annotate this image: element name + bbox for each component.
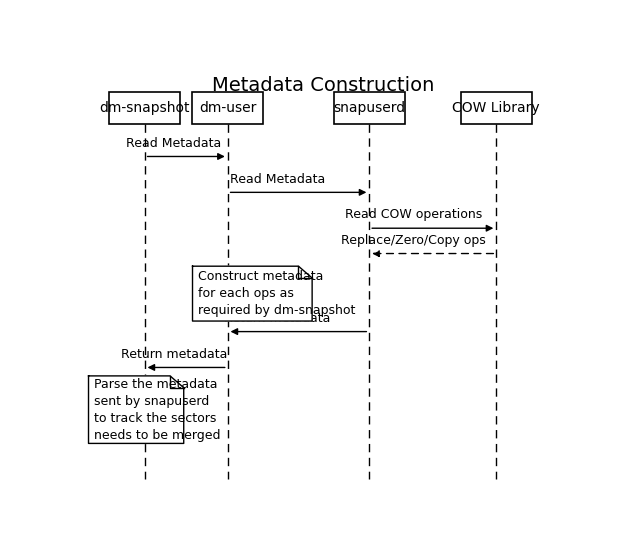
Text: Read Metadata: Read Metadata <box>229 173 325 186</box>
Text: Return metadata: Return metadata <box>224 312 330 325</box>
Text: Parse the metadata
sent by snapuserd
to track the sectors
needs to be merged: Parse the metadata sent by snapuserd to … <box>94 378 221 442</box>
FancyBboxPatch shape <box>109 92 180 124</box>
Text: Metadata Construction: Metadata Construction <box>212 76 434 95</box>
Text: dm-snapshot: dm-snapshot <box>100 101 190 115</box>
Text: Return metadata: Return metadata <box>120 348 227 361</box>
Text: Read Metadata: Read Metadata <box>126 137 221 150</box>
FancyBboxPatch shape <box>334 92 404 124</box>
Text: dm-user: dm-user <box>199 101 256 115</box>
Text: Construct metadata
for each ops as
required by dm-snapshot: Construct metadata for each ops as requi… <box>198 270 356 317</box>
Polygon shape <box>88 376 184 443</box>
FancyBboxPatch shape <box>461 92 532 124</box>
Text: Read COW operations: Read COW operations <box>345 208 483 221</box>
Text: COW Library: COW Library <box>452 101 540 115</box>
Text: Replace/Zero/Copy ops: Replace/Zero/Copy ops <box>341 234 486 247</box>
Text: snapuserd: snapuserd <box>333 101 405 115</box>
Polygon shape <box>193 266 312 321</box>
FancyBboxPatch shape <box>192 92 263 124</box>
